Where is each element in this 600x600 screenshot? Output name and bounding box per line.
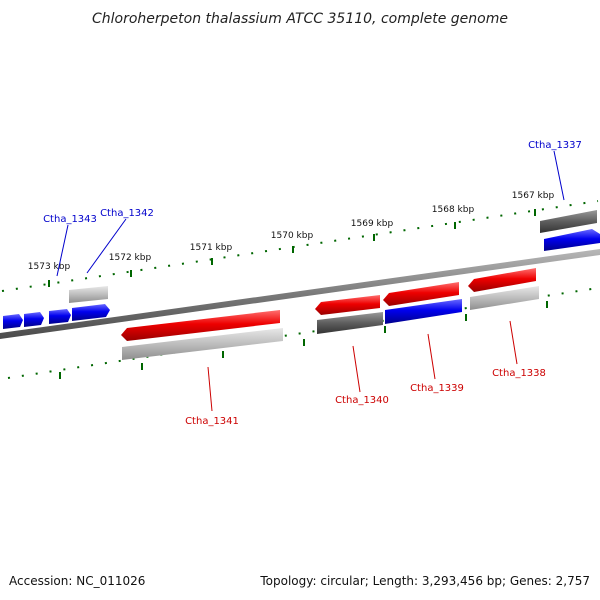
tick-label: 1573 kbp (28, 262, 71, 272)
gene-label[interactable]: Ctha_1342 (100, 208, 154, 219)
tick-label: 1568 kbp (432, 205, 475, 215)
feature-block[interactable] (540, 210, 597, 233)
gene-arrow[interactable] (3, 314, 23, 329)
tick-label: 1570 kbp (271, 231, 314, 241)
leader-line (509, 320, 518, 365)
leader-line (86, 218, 127, 274)
gene-arrow[interactable] (24, 312, 44, 327)
gene-arrow[interactable] (72, 304, 110, 321)
gray-features (69, 210, 597, 303)
gene-label[interactable]: Ctha_1341 (185, 416, 239, 427)
tick-track-line (7, 287, 599, 379)
gene-label[interactable]: Ctha_1337 (528, 140, 582, 151)
leader-line (352, 345, 361, 393)
tick-label: 1569 kbp (351, 219, 394, 229)
feature-block[interactable] (69, 286, 108, 303)
gene-arrow[interactable] (315, 295, 380, 315)
gene-arrow[interactable] (544, 229, 600, 251)
gene-arrow[interactable] (49, 309, 71, 324)
gene-labels: Ctha_1343 Ctha_1342 Ctha_1341 Ctha_1340 … (43, 140, 582, 427)
tick-label: 1567 kbp (512, 191, 555, 201)
label-leaders (56, 150, 565, 412)
leader-line (207, 366, 213, 412)
leader-line (553, 150, 565, 201)
map-title: Chloroherpeton thalassium ATCC 35110, co… (92, 11, 508, 27)
tick-marks: 1573 kbp 1572 kbp 1571 kbp 1570 kbp 1569… (28, 191, 555, 379)
reverse-strand-features (121, 268, 539, 360)
tick-label: 1572 kbp (109, 253, 152, 263)
topology-text: Topology: circular; Length: 3,293,456 bp… (260, 574, 590, 588)
leader-line (56, 224, 69, 277)
gene-arrow[interactable] (383, 282, 459, 306)
forward-strand-features (3, 229, 600, 329)
accession-text: Accession: NC_011026 (9, 574, 146, 588)
gene-arrow[interactable] (468, 268, 536, 292)
gene-arrow[interactable] (385, 299, 462, 324)
tick-label: 1571 kbp (190, 243, 233, 253)
genome-backbone (0, 249, 600, 339)
gene-label[interactable]: Ctha_1340 (335, 395, 389, 406)
leader-line (427, 333, 436, 380)
gene-label[interactable]: Ctha_1338 (492, 368, 546, 379)
feature-block[interactable] (470, 286, 539, 310)
feature-block[interactable] (317, 312, 383, 334)
gene-label[interactable]: Ctha_1343 (43, 214, 97, 225)
feature-block[interactable] (122, 328, 283, 360)
gene-label[interactable]: Ctha_1339 (410, 383, 464, 394)
inner-tick-track (7, 287, 599, 379)
gene-arrow[interactable] (121, 310, 280, 341)
